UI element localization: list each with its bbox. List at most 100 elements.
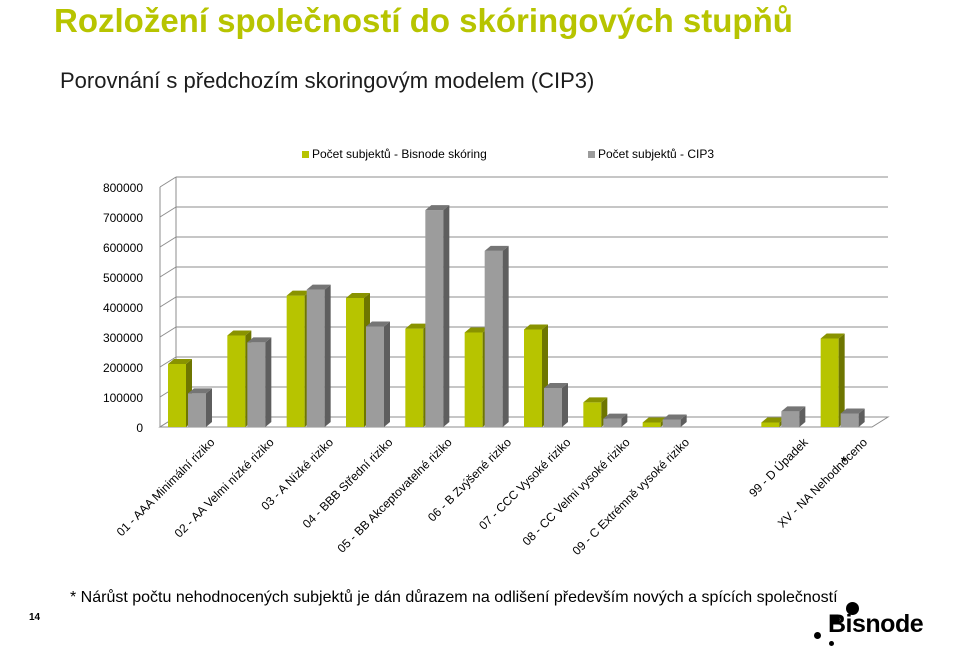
bar-front [662, 419, 681, 427]
bar [484, 245, 509, 427]
bar-front [840, 413, 859, 427]
bar [662, 414, 687, 427]
bar [840, 408, 865, 427]
bar-front [484, 250, 503, 427]
legend-swatch [588, 151, 595, 158]
bar-side [799, 406, 806, 427]
bar-top [464, 327, 489, 333]
bar [544, 383, 568, 427]
bar-side [443, 205, 450, 427]
bar-top [346, 293, 370, 298]
bar-top [306, 284, 331, 290]
x-tick-label: 08 - CC Velmi vysoké riziko [520, 435, 633, 548]
bar [366, 321, 390, 427]
page-subtitle: Porovnání s předchozím skoringovým model… [60, 68, 595, 93]
gridline-side [159, 326, 177, 338]
bar-side [324, 284, 331, 427]
page-title: Rozložení společností do skóringových st… [54, 2, 793, 39]
bar [820, 333, 845, 427]
bar-top [227, 330, 252, 336]
bar-top [781, 406, 806, 412]
bar-front [306, 289, 325, 427]
page-number: 14 [29, 612, 41, 623]
bar-front [464, 332, 483, 427]
bar-top [484, 245, 509, 251]
bar-top [583, 397, 608, 403]
logo-dot-large [846, 602, 859, 615]
bisnode-logo: Bisnode [810, 600, 940, 650]
gridline-side [159, 356, 177, 368]
x-tick-label: 05 - BB Akceptovatelné riziko [335, 435, 455, 555]
logo-text: Bisnode [828, 610, 924, 638]
bar-front [168, 364, 186, 427]
bar-front [603, 418, 622, 427]
bar-side [838, 333, 845, 427]
bar-front [188, 393, 206, 427]
x-tick-label: 99 - D Úpadek [745, 434, 811, 500]
bar [306, 284, 331, 427]
bar [603, 413, 628, 427]
bar-front [346, 298, 364, 427]
bar-top [524, 324, 548, 330]
y-tick-label: 100000 [103, 391, 143, 405]
bar [425, 205, 450, 427]
bar-top [247, 337, 272, 343]
logo-dot-small [814, 632, 821, 639]
bar-top [286, 290, 311, 296]
bar-front [544, 388, 562, 427]
footnote: * Nárůst počtu nehodnocených subjektů je… [70, 589, 838, 606]
bar-side [502, 245, 509, 427]
bar-top [761, 417, 786, 423]
bar-chart: 0 100000 200000 300000 400000 500000 600000 700… [103, 147, 890, 558]
annotation-star: * [841, 453, 847, 469]
bar-side [206, 388, 212, 427]
bar [188, 388, 212, 427]
bar-front [247, 342, 266, 427]
bar-front [227, 335, 246, 427]
gridline-side [159, 206, 177, 218]
bar-front [781, 411, 800, 427]
bar-top [840, 408, 865, 414]
bar [524, 324, 548, 427]
bar-front [642, 422, 661, 427]
bar-top [662, 414, 687, 420]
bar-top [642, 417, 667, 423]
bar-top [603, 413, 628, 419]
x-tick-label: 01 - AAA Minimální riziko [114, 435, 218, 539]
gridline-side [159, 266, 177, 278]
legend-swatch [302, 151, 309, 158]
x-tick-label: 02 - AA Velmi nízké riziko [172, 435, 277, 540]
y-tick-label: 400000 [103, 301, 143, 315]
logo-dot-medium [831, 615, 840, 624]
gridline-side [159, 176, 177, 188]
legend-label: Počet subjektů - CIP3 [598, 147, 714, 161]
bar-side [858, 408, 865, 427]
bar-front [524, 329, 542, 427]
bar-front [761, 422, 780, 427]
x-tick-label: 09 - C Extrémně vysoké riziko [570, 435, 693, 558]
y-tick-label: 700000 [103, 211, 143, 225]
bar-front [583, 402, 602, 427]
bar [247, 337, 272, 427]
bar-side [384, 321, 390, 427]
bar-top [544, 383, 568, 388]
bar-top [168, 359, 192, 364]
bar-front [366, 326, 384, 427]
bar-front [425, 210, 444, 427]
y-tick-label: 200000 [103, 361, 143, 375]
y-tick-label: 800000 [103, 181, 143, 195]
bar-side [562, 383, 568, 427]
gridline-side [159, 236, 177, 248]
bar-top [425, 205, 450, 211]
bar-top [366, 321, 390, 327]
bar-top [405, 323, 430, 329]
y-tick-label: 300000 [103, 331, 143, 345]
y-tick-label: 500000 [103, 271, 143, 285]
bar-top [188, 388, 212, 394]
y-tick-label: 0 [136, 421, 143, 435]
bar-front [820, 338, 839, 427]
logo-dot-tiny [829, 641, 834, 646]
bar-side [621, 413, 628, 427]
bar-top [820, 333, 845, 339]
bar-front [286, 295, 305, 427]
